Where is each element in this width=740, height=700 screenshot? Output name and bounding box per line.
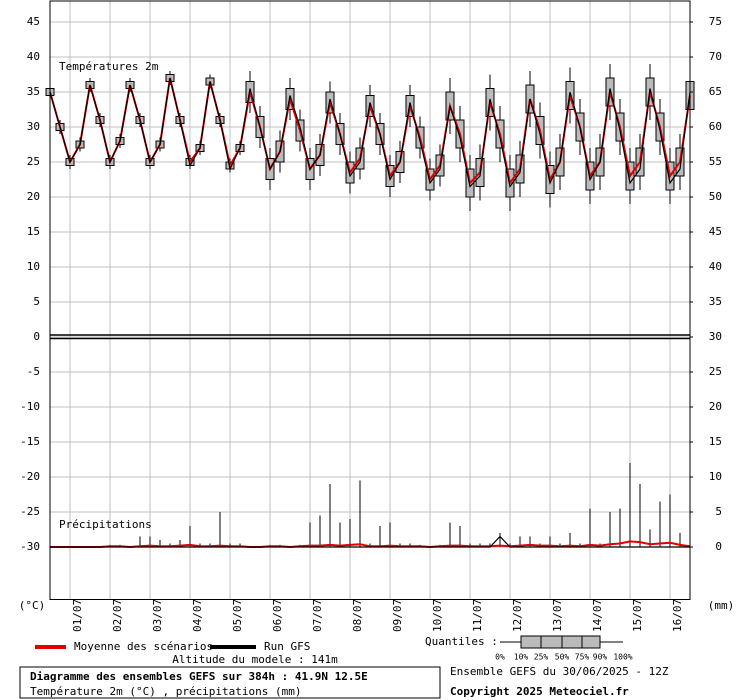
x-tick-label: 09/07 — [391, 599, 404, 632]
x-tick-label: 13/07 — [551, 599, 564, 632]
quantile-label: 25% — [534, 653, 549, 662]
x-tick-label: 05/07 — [231, 599, 244, 632]
y-tick-label: -30 — [20, 540, 40, 553]
y2-tick-label: 25 — [709, 365, 722, 378]
quantile-title: Quantiles : — [425, 635, 498, 648]
y2-tick-label: 30 — [709, 330, 722, 343]
y2-tick-label: 55 — [709, 155, 722, 168]
quantile-key: Quantiles : 0% 10% 25% 50% 75% 90% 100% — [425, 635, 633, 662]
x-tick-label: 07/07 — [311, 599, 324, 632]
y-unit: (°C) — [19, 599, 46, 612]
x-tick-label: 03/07 — [151, 599, 164, 632]
y-tick-label: 25 — [27, 155, 40, 168]
quantile-box — [520, 635, 601, 649]
x-tick-label: 02/07 — [111, 599, 124, 632]
x-tick-label: 11/07 — [471, 599, 484, 632]
panel-label: Précipitations — [59, 518, 152, 531]
y-tick-label: -25 — [20, 505, 40, 518]
y-tick-label: 40 — [27, 50, 40, 63]
y2-tick-label: 20 — [709, 400, 722, 413]
x-tick-label: 01/07 — [71, 599, 84, 632]
y2-tick-label: 75 — [709, 15, 722, 28]
y-tick-label: 0 — [33, 330, 40, 343]
y2-tick-label: 10 — [709, 470, 722, 483]
y2-tick-label: 45 — [709, 225, 722, 238]
y-tick-label: -10 — [20, 400, 40, 413]
x-tick-label: 16/07 — [671, 599, 684, 632]
legend: Moyenne des scénarios Run GFS Altitude d… — [35, 640, 338, 666]
y2-tick-label: 5 — [715, 505, 722, 518]
y2-tick-label: 15 — [709, 435, 722, 448]
y2-unit: (mm) — [708, 599, 735, 612]
y-tick-label: -15 — [20, 435, 40, 448]
y2-tick-label: 70 — [709, 50, 722, 63]
y-tick-label: 20 — [27, 190, 40, 203]
y-tick-label: 30 — [27, 120, 40, 133]
y2-tick-label: 60 — [709, 120, 722, 133]
quantile-label: 75% — [575, 653, 590, 662]
footer-copyright: Copyright 2025 Meteociel.fr — [450, 685, 629, 698]
y2-tick-label: 50 — [709, 190, 722, 203]
y-tick-label: -20 — [20, 470, 40, 483]
x-tick-label: 12/07 — [511, 599, 524, 632]
x-tick-label: 10/07 — [431, 599, 444, 632]
y-tick-label: -5 — [27, 365, 40, 378]
panel-label: Températures 2m — [59, 60, 159, 73]
quantile-label: 50% — [555, 653, 570, 662]
y-tick-label: 35 — [27, 85, 40, 98]
x-tick-label: 04/07 — [191, 599, 204, 632]
y-tick-label: 45 — [27, 15, 40, 28]
footer-subtitle: Température 2m (°C) , précipitations (mm… — [30, 685, 302, 698]
footer-title: Diagramme des ensembles GEFS sur 384h : … — [30, 670, 368, 683]
legend-label: Run GFS — [264, 640, 310, 653]
y-tick-label: 5 — [33, 295, 40, 308]
y2-tick-label: 35 — [709, 295, 722, 308]
quantile-label: 10% — [514, 653, 529, 662]
marks — [45, 64, 695, 549]
quantile-label: 90% — [593, 653, 608, 662]
y2-tick-label: 0 — [715, 540, 722, 553]
x-tick-label: 08/07 — [351, 599, 364, 632]
quantile-label: 0% — [495, 653, 505, 662]
precip-line — [50, 540, 691, 549]
plot-frame — [49, 0, 691, 600]
temperature-line — [49, 77, 691, 188]
footer-run: Ensemble GEFS du 30/06/2025 - 12Z — [450, 665, 669, 678]
y-tick-label: 10 — [27, 260, 40, 273]
grid — [50, 1, 690, 600]
y2-tick-label: 40 — [709, 260, 722, 273]
altitude: Altitude du modele : 141m — [172, 653, 338, 666]
precip-line — [50, 535, 690, 548]
y-tick-label: 15 — [27, 225, 40, 238]
quantile-label: 100% — [613, 653, 632, 662]
x-tick-label: 14/07 — [591, 599, 604, 632]
quantile-labels: 0% 10% 25% 50% 75% 90% 100% — [495, 653, 633, 662]
legend-label: Moyenne des scénarios — [74, 640, 213, 653]
footer-box — [19, 666, 441, 699]
x-tick-label: 06/07 — [271, 599, 284, 632]
y2-tick-label: 65 — [709, 85, 722, 98]
x-tick-label: 15/07 — [631, 599, 644, 632]
